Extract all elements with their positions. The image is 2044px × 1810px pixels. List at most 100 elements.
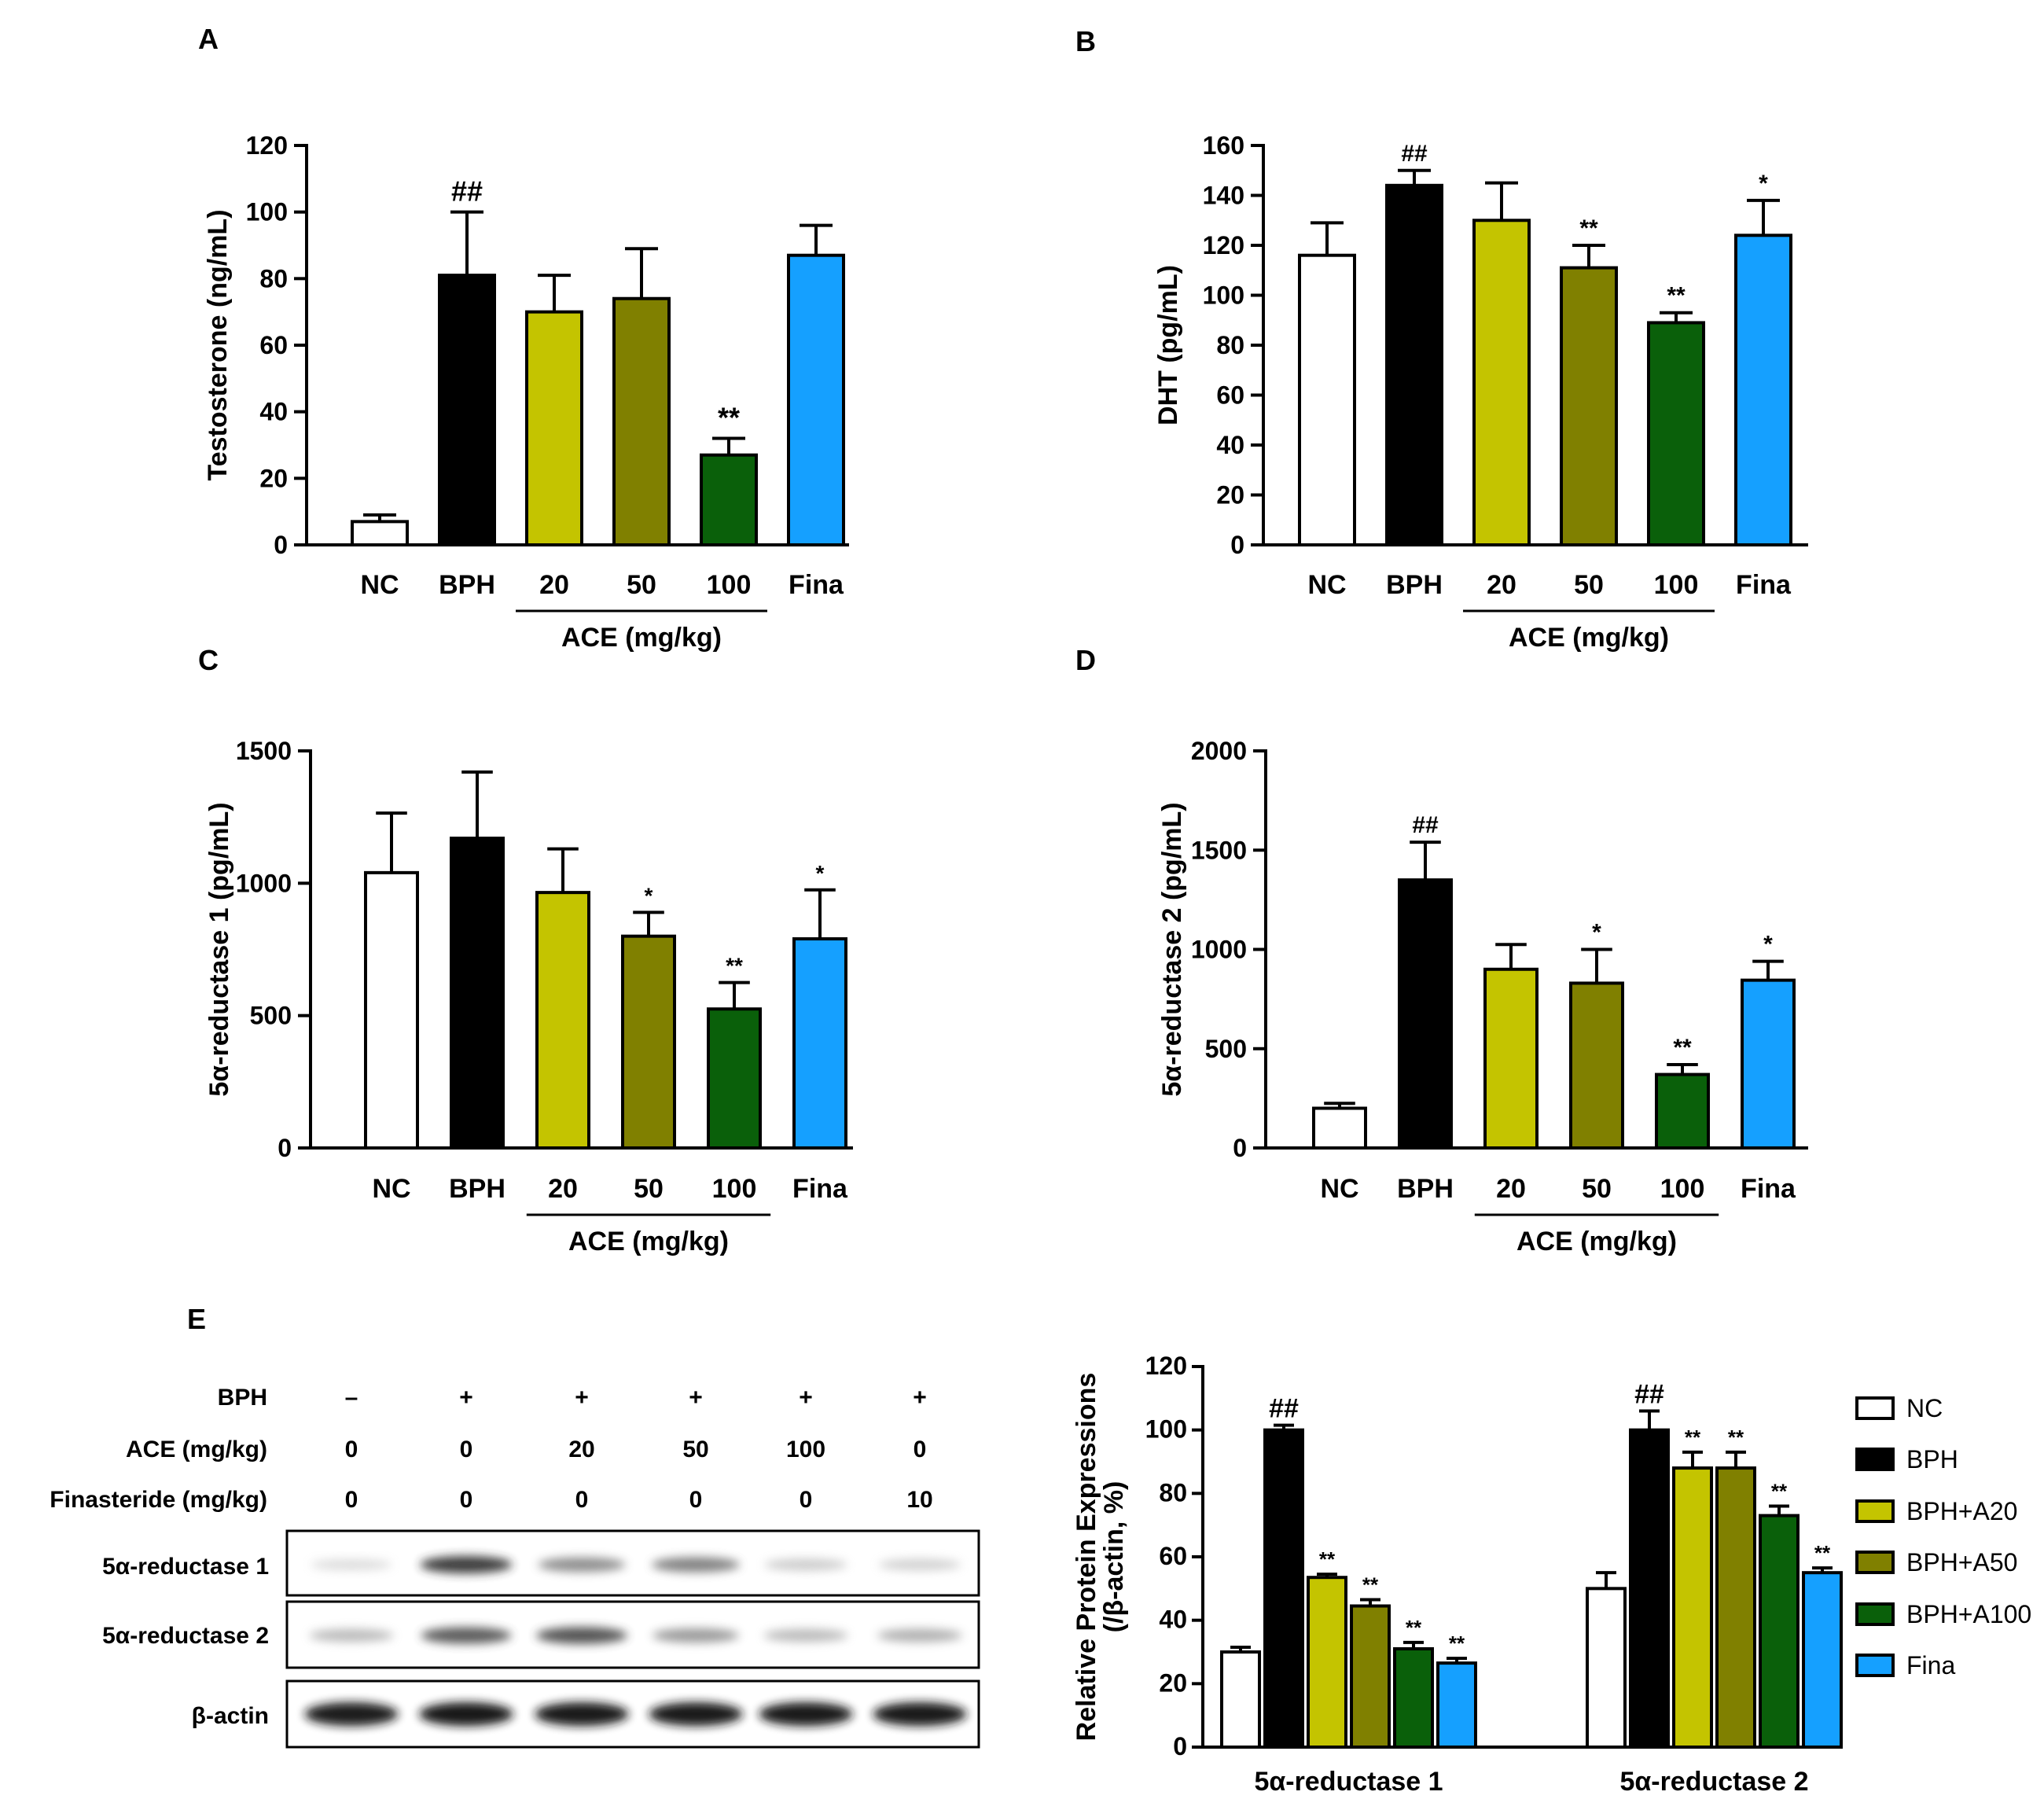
blot-band [421,1627,512,1644]
significance-mark: ** [1814,1541,1831,1565]
bar-100 [1647,321,1705,546]
blot-band [536,1627,627,1644]
blot-condition-value: 0 [460,1437,473,1462]
x-tick-label: NC [1320,1174,1358,1204]
x-tick-label: 20 [548,1174,578,1204]
y-tick-label: 0 [1233,1134,1247,1162]
y-tick-label: 20 [1159,1668,1187,1697]
y-tick-label: 0 [1173,1732,1187,1760]
bar-nc [351,520,409,546]
x-tick-label: 20 [1487,570,1516,600]
significance-mark: * [1592,920,1601,946]
y-tick-label: 0 [1230,531,1244,559]
y-axis-label: Relative Protein Expressions [1072,1373,1101,1742]
x-tick-label: 50 [634,1174,664,1204]
panel-c: C 0 500 1000 1500 5α-reductase 1 (pg/mL) NC BP… [198,644,853,1256]
bar-bph [1263,1428,1304,1749]
y-tick-label: 120 [1203,231,1244,259]
x-tick-label: Fina [789,570,844,600]
x-tick-label: NC [1307,570,1346,600]
significance-mark: ** [1673,1035,1692,1061]
blot-band [878,1558,961,1571]
y-tick-label: 1500 [236,737,292,765]
bar-fina [787,253,845,546]
y-tick-label: 500 [1205,1035,1247,1063]
blot-condition-value: + [459,1385,473,1411]
panel-b: B 0 20 40 60 80 100 120 140 160 DHT (pg/mL) NC ## BP… [1075,25,1808,653]
blot-condition-value: 10 [906,1487,932,1513]
x-tick-label: 5α-reductase 1 [1254,1767,1443,1797]
significance-mark: ** [1449,1632,1465,1655]
blot-band [419,1702,513,1726]
blot-condition-value: 0 [460,1487,473,1513]
y-tick-label: 40 [1216,431,1244,459]
blot-band [535,1702,629,1726]
legend-label: BPH+A100 [1906,1600,2031,1628]
bar-50 [1569,981,1624,1150]
y-tick-label: 120 [1145,1352,1187,1380]
y-tick-label: 160 [1203,131,1244,160]
legend-label: BPH [1906,1445,1958,1473]
group-label: ACE (mg/kg) [1516,1227,1677,1256]
y-tick-label: 2000 [1191,737,1247,765]
significance-mark: ** [1406,1616,1422,1639]
bar-bph-a100 [1393,1646,1434,1749]
bar-bph-a20 [1307,1576,1347,1749]
bar-nc [1220,1650,1261,1749]
bar-bph [1629,1428,1670,1749]
blot-label: β-actin [192,1703,269,1729]
blot-bands [304,1555,967,1726]
significance-mark: ** [1319,1547,1336,1571]
y-tick-label: 1000 [236,869,292,897]
significance-mark: ** [1771,1479,1788,1503]
y-tick-label: 0 [274,531,288,559]
x-tick-label: 100 [707,570,752,600]
blot-condition-value: – [345,1385,358,1411]
blot-band [311,1559,392,1570]
y-tick-label: 0 [278,1134,292,1162]
y-tick-label: 100 [1145,1415,1187,1444]
blot-label: 5α-reductase 2 [102,1623,269,1649]
significance-mark: * [816,861,825,885]
blot-frame [285,1529,980,1597]
blot-frame [285,1600,980,1669]
y-axis-label: (/β-actin, %) [1099,1481,1129,1633]
blot-label: 5α-reductase 1 [102,1554,269,1580]
blot-band [304,1702,399,1726]
group-label: ACE (mg/kg) [568,1227,729,1256]
x-tick-label: BPH [439,570,495,600]
significance-mark: ** [1579,215,1598,241]
legend-swatch [1855,1499,1895,1523]
bar-fina [1436,1661,1477,1749]
bar-bph-a20 [1672,1466,1713,1749]
legend-label: Fina [1906,1651,1955,1679]
y-tick-label: 80 [1159,1478,1187,1506]
bar-nc [1298,253,1356,546]
blot-condition-value: 0 [345,1437,358,1462]
blot-band [873,1702,967,1726]
x-tick-label: 20 [539,570,569,600]
panel-label-c: C [198,644,219,676]
y-tick-label: 120 [246,131,288,160]
y-tick-label: 1000 [1191,936,1247,964]
y-tick-label: 1500 [1191,836,1247,864]
blot-band [649,1702,743,1726]
bar-nc [364,870,419,1150]
y-tick-label: 500 [250,1002,292,1030]
blot-condition-value: + [799,1385,813,1411]
y-tick-label: 20 [1216,481,1244,510]
bar-50 [621,934,676,1150]
blot-condition-value: + [575,1385,589,1411]
bar-fina [1741,978,1796,1150]
blot-condition-label: BPH [218,1385,267,1411]
significance-mark: ** [1685,1426,1701,1449]
bar-bph [438,274,496,546]
x-tick-label: NC [360,570,399,600]
bar-100 [1655,1072,1710,1150]
legend-swatch [1855,1396,1895,1420]
panel-label-d: D [1075,644,1096,676]
bar-100 [707,1007,762,1150]
x-tick-label: 20 [1496,1174,1526,1204]
y-tick-label: 100 [1203,281,1244,310]
